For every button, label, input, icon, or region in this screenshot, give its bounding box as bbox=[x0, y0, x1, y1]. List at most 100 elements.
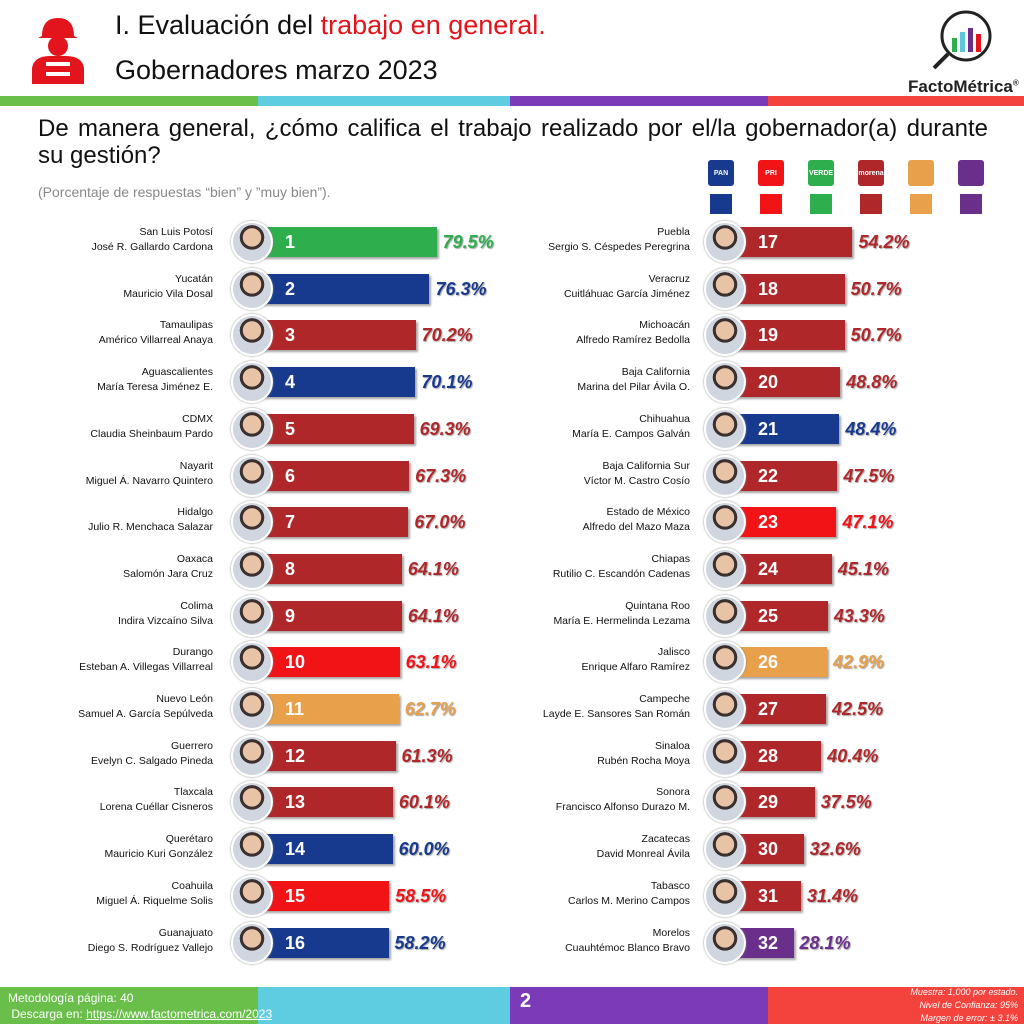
legend-swatch bbox=[710, 194, 732, 214]
governor-photo bbox=[231, 874, 273, 917]
state-name: Campeche bbox=[639, 693, 690, 705]
governor-row: Sonora Francisco Alfonso Durazo M. 29 37.5% bbox=[0, 779, 1024, 825]
rank: 15 bbox=[285, 885, 306, 906]
value-label: 50.7% bbox=[850, 278, 902, 299]
value-label: 43.3% bbox=[833, 605, 885, 626]
bar: 23 bbox=[730, 507, 837, 538]
governor-photo bbox=[231, 547, 273, 590]
title: I. Evaluación del trabajo en general. bbox=[115, 10, 546, 40]
state-name: Zacatecas bbox=[641, 833, 690, 846]
value-label: 76.3% bbox=[435, 278, 487, 299]
value-label: 42.9% bbox=[832, 652, 884, 673]
rank: 7 bbox=[285, 512, 296, 533]
governor-row: Zacatecas David Monreal Ávila 30 32.6% bbox=[0, 826, 1024, 872]
legend-swatch bbox=[860, 194, 882, 214]
brand-logo: FactoMétrica® bbox=[908, 8, 1019, 97]
legend-swatch bbox=[760, 194, 782, 214]
governor-name: Salomón Jara Cruz bbox=[123, 567, 213, 580]
state-name: Aguascalientes bbox=[141, 366, 213, 379]
value-label: 79.5% bbox=[442, 232, 494, 252]
value-label: 32.6% bbox=[809, 839, 861, 860]
legend-swatch bbox=[810, 194, 832, 214]
value-label: 60.0% bbox=[398, 839, 450, 860]
governor-row: Hidalgo Julio R. Menchaca Salazar 7 67.0% bbox=[0, 499, 1024, 545]
governor-photo bbox=[231, 594, 273, 637]
state-name: CDMX bbox=[182, 412, 213, 425]
governor-photo bbox=[704, 828, 746, 871]
governor-name: Francisco Alfonso Durazo M. bbox=[555, 801, 690, 814]
pri-logo-icon: PRI bbox=[758, 160, 784, 186]
survey-info: Muestra: 1,000 por estado. Nivel de Conf… bbox=[910, 986, 1018, 1025]
pes-logo-icon bbox=[958, 160, 984, 186]
value-label: 47.5% bbox=[843, 465, 895, 486]
governor-photo bbox=[231, 454, 273, 497]
rank: 29 bbox=[758, 792, 779, 813]
stripe-purple bbox=[510, 96, 768, 106]
governor-label: Nuevo León Samuel A. García Sepúlveda bbox=[78, 692, 213, 722]
download-link[interactable]: https://www.factometrica.com/2023 bbox=[86, 1007, 273, 1021]
governor-label: Querétaro Mauricio Kuri González bbox=[104, 832, 213, 862]
state-name: Querétaro bbox=[165, 833, 213, 846]
governor-row: Morelos Cuauhtémoc Blanco Bravo 32 28.1% bbox=[0, 920, 1024, 966]
value-label: 62.7% bbox=[404, 699, 456, 719]
governor-name: Lorena Cuéllar Cisneros bbox=[99, 801, 213, 814]
bar: 6 bbox=[257, 460, 410, 491]
governor-photo bbox=[704, 361, 746, 404]
governor-photo bbox=[704, 407, 746, 450]
governor-photo bbox=[231, 267, 273, 310]
footer-cyan bbox=[258, 987, 510, 1024]
rank: 10 bbox=[285, 652, 306, 673]
state-name: Estado de México bbox=[606, 506, 690, 519]
bar: 3 bbox=[257, 320, 416, 351]
rank: 20 bbox=[758, 372, 779, 393]
rank: 2 bbox=[285, 278, 296, 299]
governor-label: Veracruz Cuitláhuac García Jiménez bbox=[564, 272, 690, 302]
governor-label: Tabasco Carlos M. Merino Campos bbox=[568, 879, 690, 909]
value-label: 64.1% bbox=[407, 558, 459, 579]
governor-photo bbox=[704, 501, 746, 544]
governor-photo bbox=[704, 734, 746, 777]
stripe-cyan bbox=[258, 96, 510, 106]
rank: 16 bbox=[285, 932, 306, 953]
governor-photo bbox=[231, 407, 273, 450]
governor-name: Mauricio Kuri González bbox=[104, 848, 213, 861]
governor-row: Puebla Sergio S. Céspedes Peregrina 17 54.2… bbox=[0, 219, 1024, 265]
magnifier-chart-icon bbox=[932, 10, 992, 70]
value-label: 37.5% bbox=[820, 792, 872, 813]
rank: 13 bbox=[285, 792, 306, 813]
governor-photo bbox=[231, 921, 273, 964]
sample: Muestra: 1,000 por estado. bbox=[910, 987, 1018, 997]
governor-row: Yucatán Mauricio Vila Dosal 2 76.3% bbox=[0, 266, 1024, 312]
bar: 15 bbox=[257, 880, 390, 911]
bar: 24 bbox=[730, 553, 832, 584]
governor-name: Alfredo del Mazo Maza bbox=[582, 521, 690, 534]
governor-name: Miguel Á. Riquelme Solis bbox=[96, 894, 213, 907]
bar: 12 bbox=[257, 740, 396, 771]
value-label: 70.2% bbox=[421, 325, 473, 346]
state-name: Guanajuato bbox=[158, 926, 213, 939]
governor-name: Diego S. Rodríguez Vallejo bbox=[87, 941, 213, 954]
value-label: 50.7% bbox=[850, 325, 902, 346]
state-name: Nayarit bbox=[179, 459, 213, 472]
rank: 4 bbox=[285, 372, 296, 393]
bar: 4 bbox=[257, 367, 416, 398]
bar: 25 bbox=[730, 600, 828, 631]
governor-label: Baja California Marina del Pilar Ávila O. bbox=[577, 365, 690, 395]
rank: 19 bbox=[758, 325, 779, 346]
state-name: Coahuila bbox=[171, 879, 213, 892]
value-label: 58.5% bbox=[395, 885, 447, 906]
governor-name: Indira Vizcaíno Silva bbox=[118, 614, 213, 627]
bar: 9 bbox=[257, 600, 402, 631]
governor-row: Campeche Layde E. Sansores San Román 27 42.… bbox=[0, 686, 1024, 732]
governor-photo bbox=[231, 641, 273, 684]
governor-label: Chiapas Rutilio C. Escandón Cadenas bbox=[553, 552, 690, 582]
bar: 20 bbox=[730, 367, 841, 398]
governor-label: Durango Esteban A. Villegas Villarreal bbox=[79, 645, 213, 675]
governor-label: Morelos Cuauhtémoc Blanco Bravo bbox=[565, 926, 690, 956]
bar: 21 bbox=[730, 413, 840, 444]
value-label: 47.1% bbox=[842, 512, 894, 533]
value-label: 69.3% bbox=[419, 418, 471, 439]
governor-name: Mauricio Vila Dosal bbox=[123, 287, 213, 300]
governor-row: Coahuila Miguel Á. Riquelme Solis 15 58.5% bbox=[0, 873, 1024, 919]
legend-item-PES bbox=[958, 160, 984, 214]
